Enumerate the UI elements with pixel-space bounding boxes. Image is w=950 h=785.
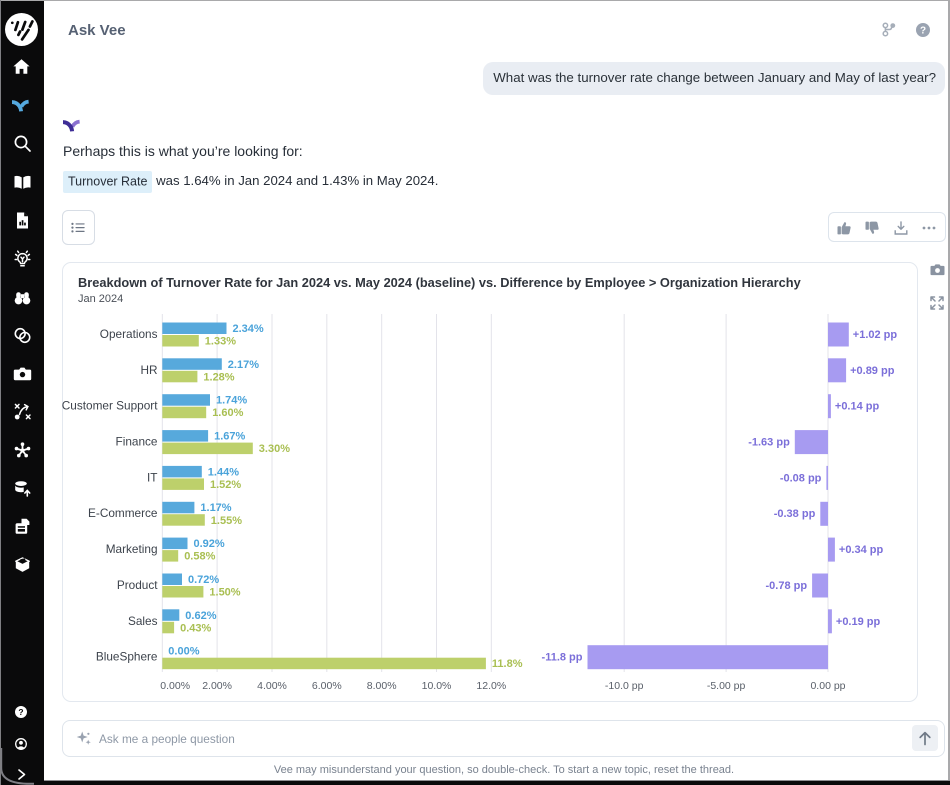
svg-text:-1.63 pp: -1.63 pp <box>748 437 790 449</box>
svg-text:-10.0 pp: -10.0 pp <box>605 680 644 692</box>
svg-text:+1.02 pp: +1.02 pp <box>853 329 898 341</box>
svg-text:0.00 pp: 0.00 pp <box>810 680 845 692</box>
svg-text:BlueSphere: BlueSphere <box>96 650 158 664</box>
svg-text:+0.34 pp: +0.34 pp <box>839 544 884 556</box>
svg-text:11.8%: 11.8% <box>492 658 523 670</box>
svg-text:1.55%: 1.55% <box>211 515 242 527</box>
svg-text:1.28%: 1.28% <box>203 371 234 383</box>
svg-text:6.00%: 6.00% <box>312 680 342 692</box>
svg-text:E-Commerce: E-Commerce <box>88 506 158 520</box>
svg-text:Operations: Operations <box>100 327 158 341</box>
svg-text:-5.00 pp: -5.00 pp <box>707 680 746 692</box>
svg-text:2.00%: 2.00% <box>202 680 232 692</box>
svg-text:1.60%: 1.60% <box>212 407 243 419</box>
svg-text:+0.14 pp: +0.14 pp <box>835 401 880 413</box>
svg-text:IT: IT <box>147 470 157 484</box>
svg-text:0.58%: 0.58% <box>184 551 215 563</box>
svg-text:0.00%: 0.00% <box>160 680 190 692</box>
svg-text:8.00%: 8.00% <box>367 680 397 692</box>
svg-text:Finance: Finance <box>116 435 158 449</box>
svg-text:Sales: Sales <box>128 614 158 628</box>
svg-text:?: ? <box>920 25 926 36</box>
svg-text:1.44%: 1.44% <box>208 466 239 478</box>
svg-text:4.00%: 4.00% <box>257 680 287 692</box>
svg-text:HR: HR <box>140 363 157 377</box>
svg-text:0.72%: 0.72% <box>188 574 219 586</box>
svg-text:-0.78 pp: -0.78 pp <box>766 580 808 592</box>
svg-text:0.92%: 0.92% <box>194 538 225 550</box>
svg-text:1.33%: 1.33% <box>205 336 236 348</box>
svg-text:-0.08 pp: -0.08 pp <box>780 472 822 484</box>
svg-text:?: ? <box>18 707 23 717</box>
svg-text:0.62%: 0.62% <box>185 610 216 622</box>
svg-text:10.0%: 10.0% <box>422 680 452 692</box>
svg-text:-11.8 pp: -11.8 pp <box>542 652 583 664</box>
svg-text:Marketing: Marketing <box>106 542 158 556</box>
svg-text:0.00%: 0.00% <box>168 646 199 658</box>
svg-text:3.30%: 3.30% <box>259 443 290 455</box>
svg-text:+0.89 pp: +0.89 pp <box>850 365 895 377</box>
svg-text:1.50%: 1.50% <box>209 587 240 599</box>
svg-text:12.0%: 12.0% <box>476 680 506 692</box>
svg-text:0.43%: 0.43% <box>180 622 211 634</box>
svg-text:1.67%: 1.67% <box>214 431 245 443</box>
svg-text:Customer Support: Customer Support <box>62 399 158 413</box>
svg-text:2.34%: 2.34% <box>233 323 264 335</box>
svg-text:Product: Product <box>117 578 158 592</box>
svg-text:1.52%: 1.52% <box>210 479 241 491</box>
svg-text:+0.19 pp: +0.19 pp <box>836 616 881 628</box>
svg-text:1.74%: 1.74% <box>216 395 247 407</box>
svg-text:1.17%: 1.17% <box>200 502 231 514</box>
svg-text:2.17%: 2.17% <box>228 359 259 371</box>
svg-text:-0.38 pp: -0.38 pp <box>774 508 816 520</box>
